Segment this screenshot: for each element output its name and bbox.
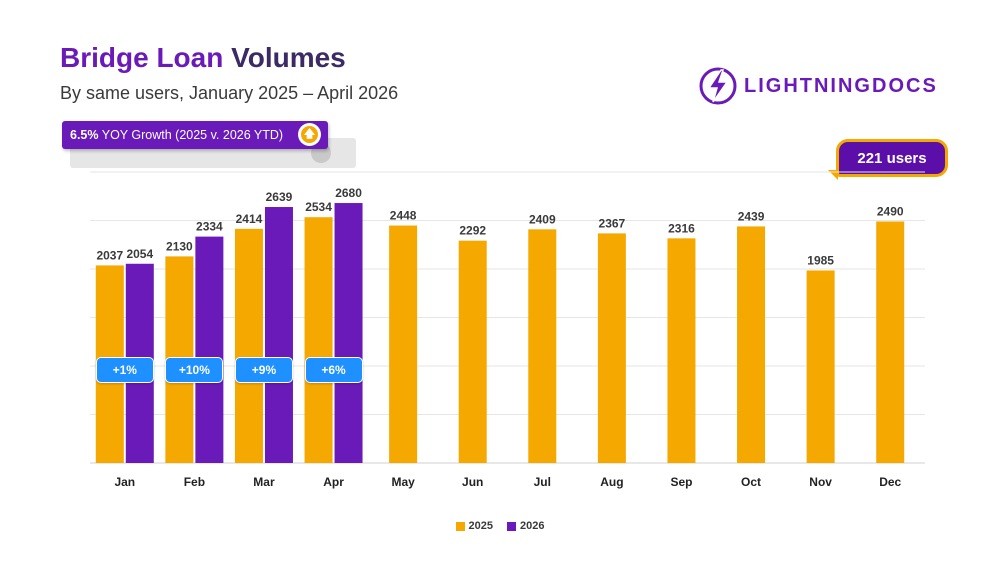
- x-tick-label-feb: Feb: [184, 475, 205, 489]
- bar-2026-mar: [264, 207, 293, 463]
- logo: LIGHTNINGDOCS: [698, 66, 938, 106]
- data-label-2025-jun: 2292: [459, 224, 486, 238]
- x-tick-label-nov: Nov: [809, 475, 832, 489]
- bar-2025-mar: [234, 228, 263, 463]
- chart-legend: 2025 2026: [0, 520, 1000, 532]
- data-label-2026-mar: 2639: [266, 190, 293, 204]
- x-tick-label-may: May: [391, 475, 415, 489]
- x-tick-label-oct: Oct: [741, 475, 761, 489]
- data-label-2025-aug: 2367: [599, 216, 626, 230]
- title-highlight: Bridge Loan: [60, 42, 224, 73]
- bar-2026-feb: [195, 236, 224, 463]
- data-label-2025-jan: 2037: [96, 248, 123, 262]
- legend-swatch-2026: [507, 521, 516, 531]
- data-label-2026-feb: 2334: [196, 220, 223, 234]
- growth-pill-feb: +10%: [165, 357, 224, 383]
- x-tick-label-mar: Mar: [253, 475, 275, 489]
- growth-percent: 6.5%: [70, 128, 99, 142]
- legend-label-2025: 2025: [468, 520, 493, 532]
- bar-2025-may: [389, 225, 418, 463]
- bar-2025-sep: [667, 238, 696, 463]
- data-label-2025-may: 2448: [390, 209, 417, 223]
- x-tick-label-sep: Sep: [670, 475, 692, 489]
- data-label-2025-feb: 2130: [166, 239, 193, 253]
- growth-pill-jan: +1%: [95, 357, 154, 383]
- logo-text: LIGHTNINGDOCS: [744, 75, 938, 98]
- arrow-up-icon: 🡅: [298, 123, 321, 146]
- x-tick-label-jun: Jun: [462, 475, 483, 489]
- data-label-2025-sep: 2316: [668, 221, 695, 235]
- bar-2025-jul: [528, 229, 557, 463]
- legend-item-2026: 2026: [507, 520, 544, 532]
- growth-text: YOY Growth (2025 v. 2026 YTD): [98, 128, 284, 142]
- bar-2026-apr: [334, 203, 363, 464]
- data-label-2026-apr: 2680: [335, 186, 362, 200]
- data-label-2025-oct: 2439: [738, 209, 765, 223]
- bar-2025-aug: [597, 233, 626, 463]
- x-tick-label-dec: Dec: [879, 475, 901, 489]
- growth-pill-mar: +9%: [234, 357, 293, 383]
- logo-text-part1: LIGHTNING: [744, 74, 872, 97]
- x-tick-label-aug: Aug: [600, 475, 623, 489]
- users-badge: 221 users: [836, 139, 948, 177]
- data-label-2025-mar: 2414: [236, 212, 263, 226]
- x-tick-label-apr: Apr: [323, 475, 344, 489]
- bar-2025-dec: [876, 221, 905, 463]
- bar-2025-nov: [806, 270, 835, 463]
- lightning-bolt-icon: [699, 67, 737, 105]
- growth-badge: 6.5% YOY Growth (2025 v. 2026 YTD): [62, 121, 328, 149]
- users-badge-tail: [828, 170, 838, 180]
- bar-2025-oct: [737, 226, 766, 463]
- legend-item-2025: 2025: [455, 520, 493, 532]
- chart-title: Bridge Loan Volumes: [60, 42, 346, 74]
- data-label-2025-nov: 1985: [807, 253, 834, 267]
- x-tick-label-jul: Jul: [534, 475, 551, 489]
- legend-label-2026: 2026: [520, 520, 545, 532]
- x-tick-label-jan: Jan: [114, 475, 135, 489]
- growth-pill-apr: +6%: [304, 357, 363, 383]
- legend-swatch-2025: [455, 521, 465, 531]
- chart-subtitle: By same users, January 2025 – April 2026: [60, 83, 399, 103]
- title-rest: Volumes: [223, 42, 346, 73]
- data-label-2025-jul: 2409: [529, 212, 556, 226]
- bar-2025-apr: [304, 217, 333, 463]
- data-label-2026-jan: 2054: [126, 247, 153, 261]
- logo-text-part2: DOCS: [872, 74, 938, 97]
- bar-2025-jun: [458, 240, 487, 463]
- data-label-2025-apr: 2534: [305, 200, 332, 214]
- data-label-2025-dec: 2490: [877, 204, 904, 218]
